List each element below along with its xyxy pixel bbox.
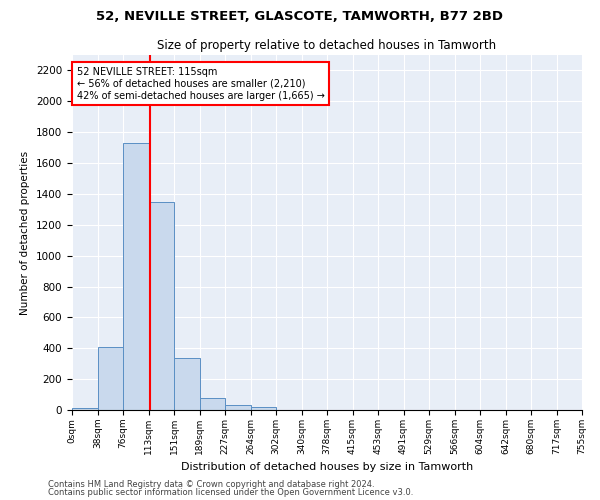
Y-axis label: Number of detached properties: Number of detached properties <box>20 150 31 314</box>
Text: Contains HM Land Registry data © Crown copyright and database right 2024.: Contains HM Land Registry data © Crown c… <box>48 480 374 489</box>
Bar <box>149 202 174 410</box>
Bar <box>225 406 251 410</box>
Bar <box>123 143 149 410</box>
Bar <box>72 408 97 410</box>
Title: Size of property relative to detached houses in Tamworth: Size of property relative to detached ho… <box>157 40 497 52</box>
X-axis label: Distribution of detached houses by size in Tamworth: Distribution of detached houses by size … <box>181 462 473 472</box>
Text: 52 NEVILLE STREET: 115sqm
← 56% of detached houses are smaller (2,210)
42% of se: 52 NEVILLE STREET: 115sqm ← 56% of detac… <box>77 68 325 100</box>
Bar <box>199 398 225 410</box>
Bar <box>251 407 276 410</box>
Text: Contains public sector information licensed under the Open Government Licence v3: Contains public sector information licen… <box>48 488 413 497</box>
Text: 52, NEVILLE STREET, GLASCOTE, TAMWORTH, B77 2BD: 52, NEVILLE STREET, GLASCOTE, TAMWORTH, … <box>97 10 503 23</box>
Bar <box>97 346 123 410</box>
Bar <box>174 358 199 410</box>
